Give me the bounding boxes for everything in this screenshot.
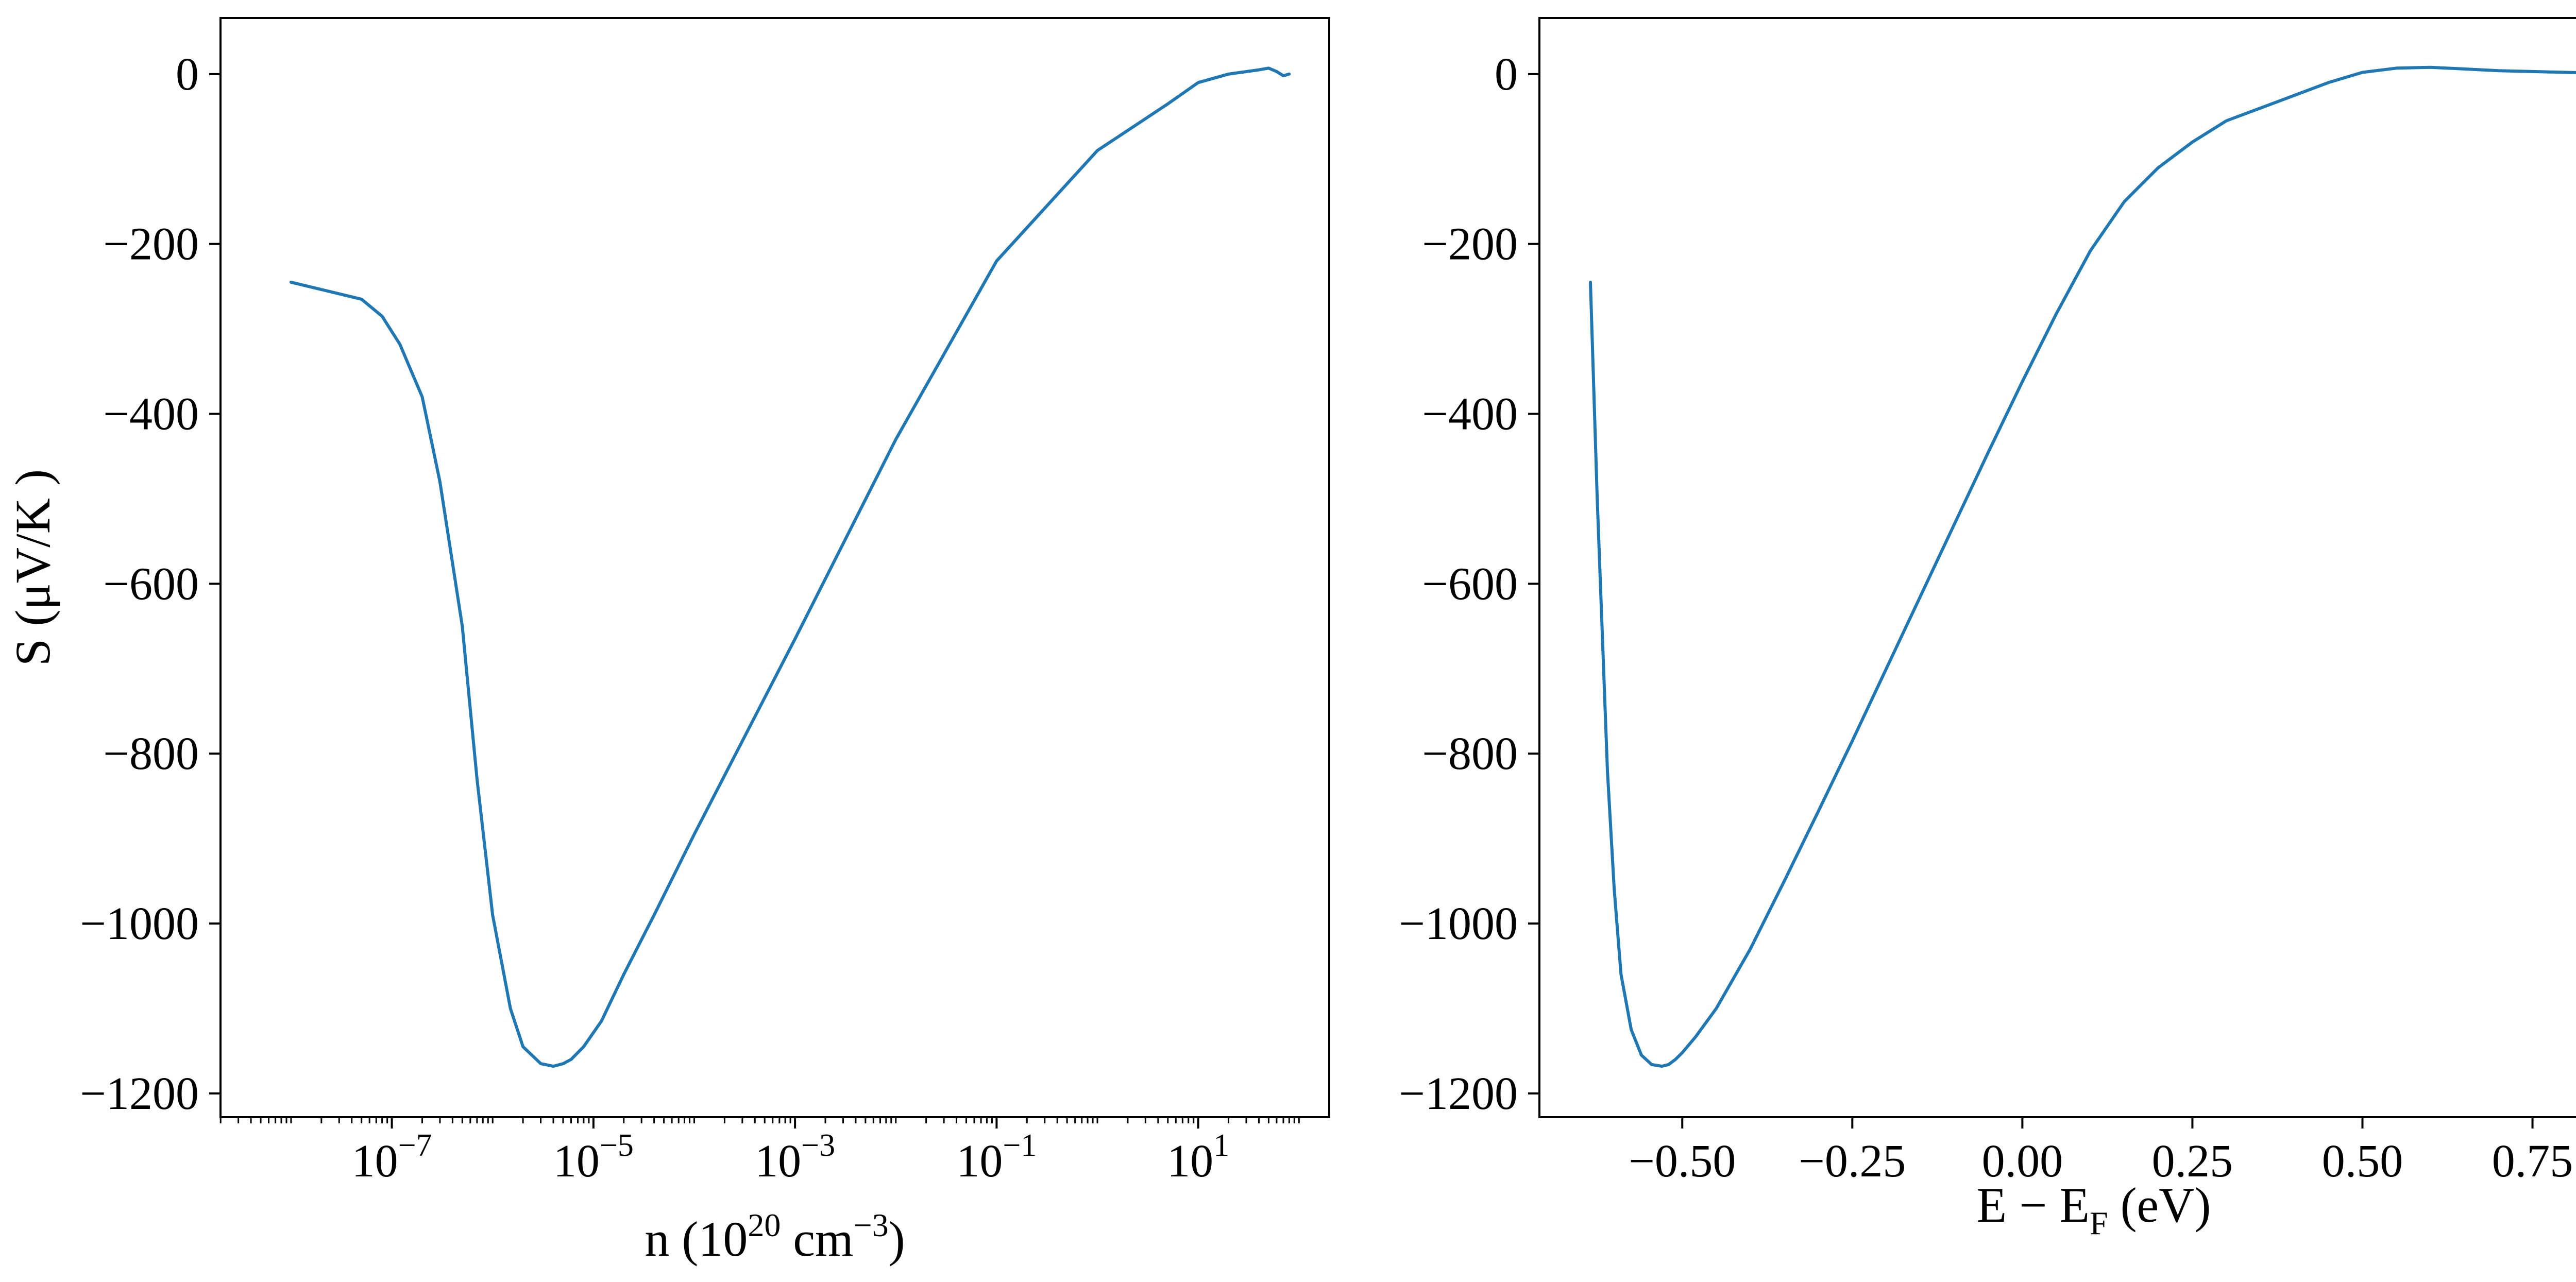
left-axes-frame (219, 17, 1330, 1118)
right-y-ticks: 0 −200 −400 −600 −800 −1000 −1200 (1399, 49, 1539, 1119)
left-y-tick-label-5: −1000 (80, 898, 199, 949)
left-y-axis-label: S (μV/K ) (5, 469, 60, 666)
left-y-tick-label-2: −400 (103, 389, 199, 440)
right-x-ticks: −0.50 −0.25 0.00 0.25 0.50 0.75 (1629, 1117, 2573, 1187)
right-y-tick-label-0: 0 (1495, 49, 1518, 100)
left-series-line-0 (289, 66, 1291, 1068)
right-axes-frame (1538, 17, 2576, 1118)
left-y-tick-label-6: −1200 (80, 1068, 199, 1119)
right-y-tick-label-4: −800 (1422, 728, 1518, 779)
right-y-tick-label-2: −400 (1422, 389, 1518, 440)
left-x-ticks: 10−7 10−5 10−3 10−1 101 (219, 1117, 1300, 1187)
right-series-layer (1589, 65, 2576, 1068)
right-x-tick-label-1: −0.25 (1799, 1136, 1906, 1187)
left-x-axis-label: n (1020 cm−3) (645, 1207, 905, 1267)
right-x-axis-label: E − EF (eV) (1977, 1177, 2211, 1241)
left-y-tick-label-4: −800 (103, 728, 199, 779)
left-y-tick-label-3: −600 (103, 558, 199, 609)
right-y-tick-label-3: −600 (1422, 558, 1518, 609)
right-y-tick-label-5: −1000 (1399, 898, 1518, 949)
left-subplot: 10−7 10−5 10−3 10−1 101 0 −200 −400 −600 −800 −10… (5, 17, 1330, 1267)
right-x-tick-label-5: 0.75 (2492, 1136, 2573, 1187)
left-y-tick-label-0: 0 (176, 49, 199, 100)
right-x-tick-label-2: 0.00 (1982, 1136, 2063, 1187)
left-series-layer (289, 66, 1291, 1068)
left-y-tick-label-1: −200 (103, 219, 199, 270)
right-series-line-0 (1589, 65, 2576, 1068)
left-x-tick-label-3: 10−1 (956, 1128, 1037, 1187)
right-y-tick-label-1: −200 (1422, 219, 1518, 270)
left-x-tick-label-0: 10−7 (352, 1128, 432, 1187)
left-x-tick-label-2: 10−3 (755, 1128, 835, 1187)
right-subplot: −0.50 −0.25 0.00 0.25 0.50 0.75 0 −200 −400 −600… (1399, 17, 2576, 1241)
right-y-tick-label-6: −1200 (1399, 1068, 1518, 1119)
right-x-tick-label-3: 0.25 (2152, 1136, 2233, 1187)
right-x-tick-label-0: −0.50 (1629, 1136, 1736, 1187)
left-x-tick-label-1: 10−5 (553, 1128, 634, 1187)
right-x-tick-label-4: 0.50 (2322, 1136, 2403, 1187)
left-x-tick-label-4: 101 (1167, 1128, 1229, 1187)
left-y-ticks: 0 −200 −400 −600 −800 −1000 −1200 (80, 49, 221, 1119)
